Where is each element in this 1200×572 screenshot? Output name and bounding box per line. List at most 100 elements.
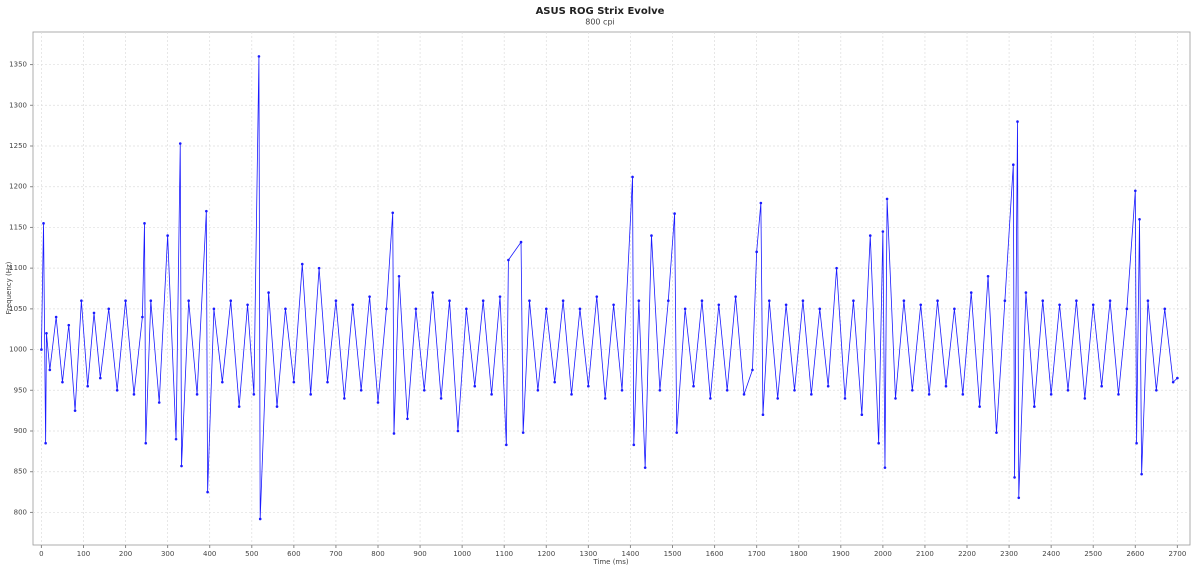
data-point xyxy=(174,437,178,441)
data-point xyxy=(561,299,565,303)
data-point xyxy=(385,307,388,311)
x-tick-label: 200 xyxy=(119,550,132,558)
chart-subtitle: 800 cpi xyxy=(585,18,615,27)
data-point xyxy=(675,431,679,434)
x-tick-label: 1700 xyxy=(748,550,766,558)
data-point xyxy=(392,432,396,435)
data-point xyxy=(481,299,485,303)
data-point xyxy=(666,299,670,303)
data-point xyxy=(637,299,641,303)
data-point xyxy=(519,240,523,244)
data-point xyxy=(612,303,615,307)
data-point xyxy=(48,368,52,372)
data-point xyxy=(61,380,64,384)
data-point xyxy=(1003,299,1007,303)
data-point xyxy=(45,331,48,335)
data-point xyxy=(1016,120,1019,123)
data-point xyxy=(397,274,401,278)
data-point xyxy=(709,397,712,400)
data-point xyxy=(267,291,270,294)
y-tick-label: 1300 xyxy=(9,101,27,109)
data-point xyxy=(911,388,914,392)
x-tick-label: 1300 xyxy=(579,550,597,558)
y-axis-label: Frequency (Hz) xyxy=(5,261,13,314)
data-point xyxy=(1011,163,1015,167)
data-point xyxy=(793,388,796,392)
data-point xyxy=(919,303,923,307)
data-point xyxy=(683,307,687,311)
x-tick-label: 900 xyxy=(413,550,426,558)
data-point xyxy=(334,299,338,303)
data-point xyxy=(1138,217,1141,221)
data-point xyxy=(490,393,493,396)
data-point xyxy=(144,441,148,445)
data-point xyxy=(1075,299,1078,303)
data-point xyxy=(826,384,830,388)
data-point xyxy=(80,299,83,303)
x-tick-label: 2600 xyxy=(1126,550,1144,558)
data-point xyxy=(1108,299,1112,303)
data-point xyxy=(44,441,47,445)
x-tick-label: 2000 xyxy=(874,550,892,558)
data-point xyxy=(587,384,590,388)
data-point xyxy=(166,234,169,237)
data-point xyxy=(1117,393,1120,396)
data-point xyxy=(761,413,765,417)
data-point xyxy=(326,380,329,384)
data-point xyxy=(246,303,249,307)
data-point xyxy=(1058,303,1061,307)
data-point xyxy=(995,431,998,434)
data-point xyxy=(99,376,102,380)
data-point xyxy=(221,380,224,384)
data-point xyxy=(883,466,887,469)
y-tick-label: 1050 xyxy=(9,305,27,313)
data-point xyxy=(505,443,508,447)
data-point xyxy=(1091,303,1095,307)
data-point xyxy=(643,466,647,469)
data-point xyxy=(149,299,153,303)
x-tick-label: 500 xyxy=(245,550,258,558)
data-point xyxy=(86,384,89,388)
x-tick-label: 2400 xyxy=(1042,550,1060,558)
data-point xyxy=(868,234,872,237)
data-point xyxy=(978,405,981,408)
data-point xyxy=(650,234,653,237)
data-point xyxy=(317,266,321,270)
x-tick-label: 1200 xyxy=(537,550,555,558)
data-point xyxy=(570,393,573,396)
x-tick-label: 1800 xyxy=(790,550,808,558)
data-point xyxy=(1100,384,1103,388)
data-point xyxy=(521,431,525,434)
data-point xyxy=(620,388,624,392)
data-point xyxy=(351,303,355,307)
x-tick-label: 0 xyxy=(39,550,43,558)
y-tick-label: 1150 xyxy=(9,223,27,231)
data-point xyxy=(961,393,965,396)
data-point xyxy=(595,295,599,298)
data-point xyxy=(553,380,557,384)
data-point xyxy=(1033,405,1036,408)
y-tick-label: 850 xyxy=(14,468,27,476)
y-tick-label: 1350 xyxy=(9,61,27,69)
y-tick-label: 950 xyxy=(14,386,27,394)
data-point xyxy=(885,197,889,201)
data-point xyxy=(700,299,704,303)
chart-title: ASUS ROG Strix Evolve xyxy=(536,6,665,17)
data-point xyxy=(309,393,312,396)
data-point xyxy=(767,299,771,303)
x-tick-label: 1400 xyxy=(622,550,640,558)
data-point xyxy=(92,311,96,315)
data-point xyxy=(187,299,190,303)
data-point xyxy=(725,388,729,392)
data-point xyxy=(1024,291,1028,294)
data-point xyxy=(751,368,754,372)
data-point xyxy=(465,307,468,311)
data-point xyxy=(603,397,607,400)
y-tick-label: 1100 xyxy=(9,264,27,272)
y-tick-label: 900 xyxy=(14,427,27,435)
data-point xyxy=(300,262,304,266)
x-tick-label: 400 xyxy=(203,550,216,558)
data-point xyxy=(115,388,119,392)
data-point xyxy=(902,299,906,303)
data-point xyxy=(107,307,111,311)
